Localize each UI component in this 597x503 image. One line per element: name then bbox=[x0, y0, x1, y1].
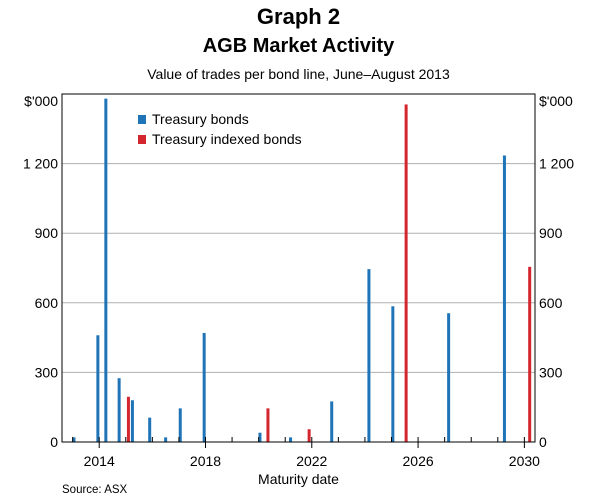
bar-treasury-bonds bbox=[391, 306, 395, 442]
bar-treasury-indexed-bonds bbox=[528, 266, 532, 442]
y-tick-label-right: 900 bbox=[539, 225, 563, 241]
y-tick-label-left: 1 200 bbox=[23, 156, 58, 172]
x-axis-title: Maturity date bbox=[258, 471, 339, 487]
y-axis-unit-left: $'000 bbox=[24, 93, 58, 109]
plot-frame bbox=[61, 93, 536, 443]
bar-treasury-bonds bbox=[104, 98, 108, 442]
bar-treasury-bonds bbox=[178, 408, 182, 442]
bar-treasury-bonds bbox=[502, 155, 506, 443]
y-tick-label-left: 900 bbox=[35, 225, 59, 241]
graph-number: Graph 2 bbox=[256, 4, 341, 29]
x-tick-label: 2022 bbox=[296, 453, 327, 469]
y-tick-label-left: 0 bbox=[50, 434, 58, 450]
legend-label-treasury-bonds: Treasury bonds bbox=[152, 111, 249, 127]
bar-treasury-bonds bbox=[148, 417, 152, 442]
y-tick-label-right: 1 200 bbox=[539, 156, 574, 172]
bar-treasury-indexed-bonds bbox=[266, 408, 270, 442]
bar-treasury-bonds bbox=[117, 378, 121, 442]
bar-treasury-bonds bbox=[130, 400, 134, 442]
bar-treasury-bonds bbox=[258, 432, 262, 442]
bar-treasury-bonds bbox=[330, 401, 334, 442]
x-tick-label: 2018 bbox=[190, 453, 221, 469]
x-tick-label: 2026 bbox=[403, 453, 434, 469]
legend-label-treasury-indexed-bonds: Treasury indexed bonds bbox=[152, 131, 302, 147]
bar-treasury-bonds bbox=[367, 269, 371, 442]
chart-subtitle: Value of trades per bond line, June–Augu… bbox=[147, 66, 450, 82]
bar-treasury-indexed-bonds bbox=[126, 396, 130, 442]
source-note: Source: ASX bbox=[62, 484, 128, 496]
x-tick-label: 2014 bbox=[84, 453, 115, 469]
y-tick-label-right: 0 bbox=[539, 434, 547, 450]
bar-treasury-indexed-bonds bbox=[307, 429, 311, 442]
y-tick-label-left: 300 bbox=[35, 364, 59, 380]
y-tick-label-right: 600 bbox=[539, 295, 563, 311]
y-tick-label-right: 300 bbox=[539, 364, 563, 380]
legend-swatch-treasury-indexed-bonds bbox=[138, 135, 146, 144]
bar-treasury-indexed-bonds bbox=[404, 104, 408, 442]
legend: Treasury bonds Treasury indexed bonds bbox=[138, 111, 302, 147]
bar-treasury-bonds bbox=[72, 437, 76, 442]
bar-treasury-bonds bbox=[202, 332, 206, 442]
y-axis-unit-right: $'000 bbox=[539, 93, 573, 109]
y-tick-label-left: 600 bbox=[35, 295, 59, 311]
bar-treasury-bonds bbox=[96, 335, 100, 442]
chart-title: AGB Market Activity bbox=[202, 35, 395, 57]
legend-swatch-treasury-bonds bbox=[138, 115, 146, 124]
x-tick-label: 2030 bbox=[509, 453, 540, 469]
bar-treasury-bonds bbox=[289, 437, 293, 442]
bar-treasury-bonds bbox=[164, 437, 168, 442]
bar-treasury-bonds bbox=[447, 313, 451, 442]
